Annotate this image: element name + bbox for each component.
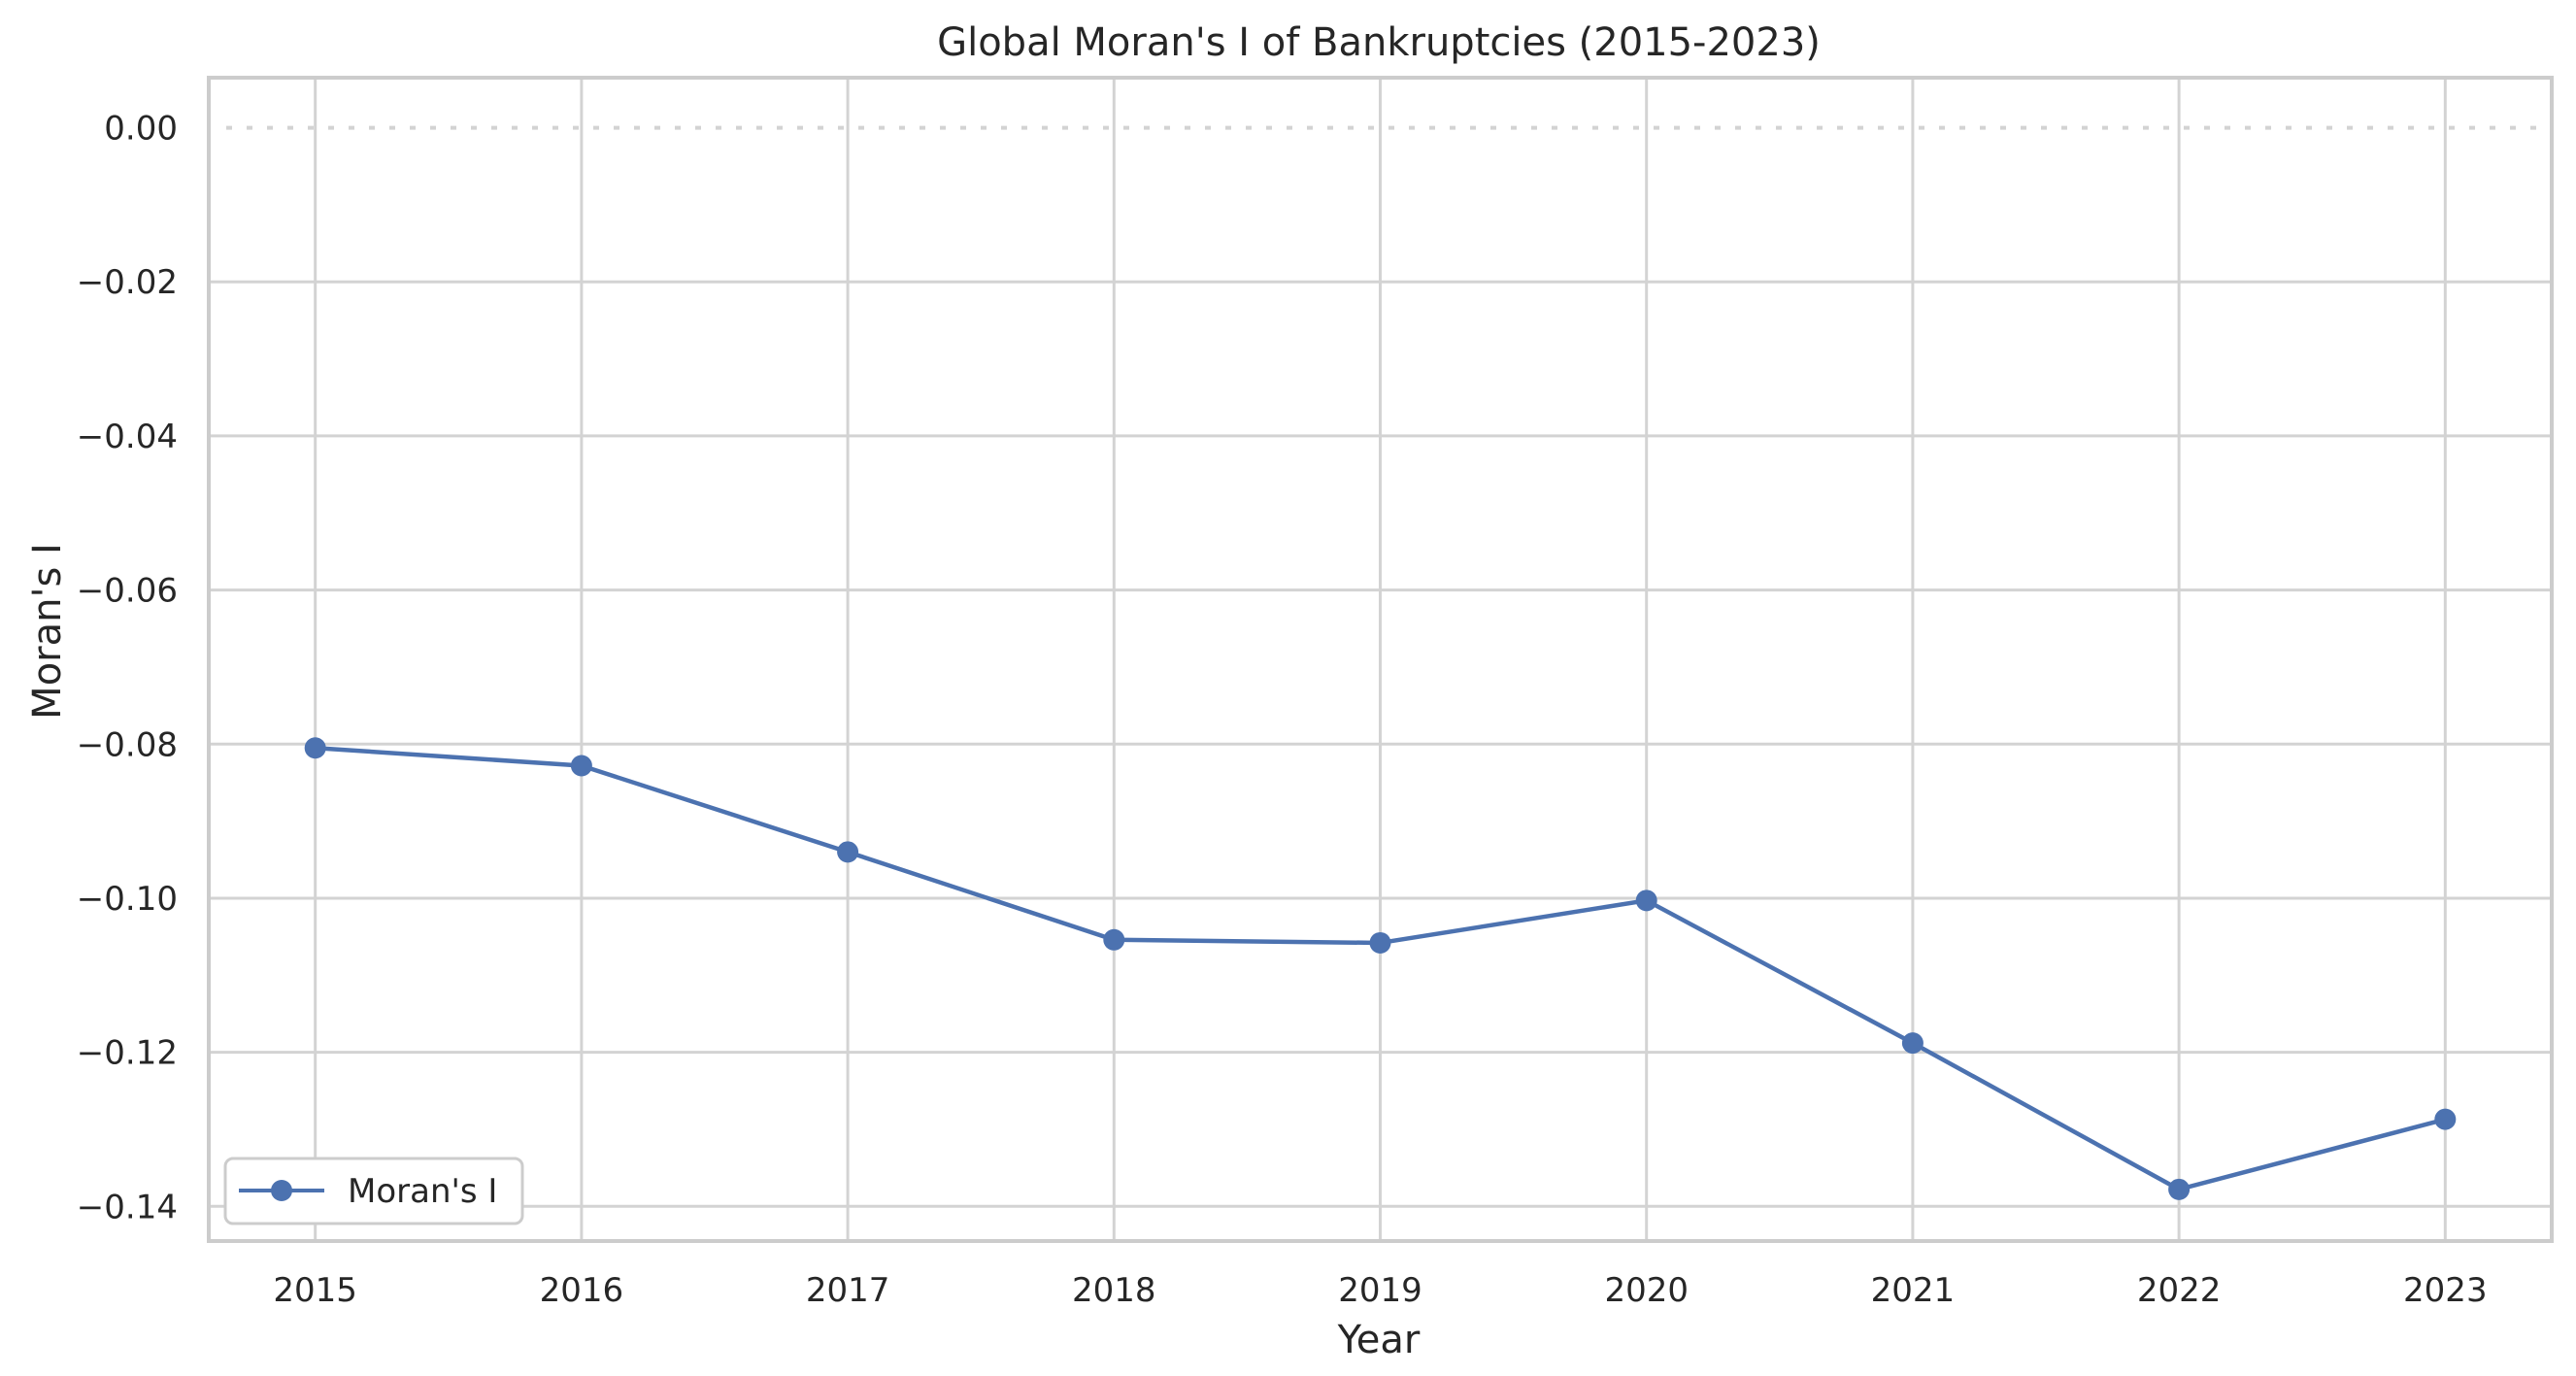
chart-title: Global Moran's I of Bankruptcies (2015-2…: [937, 20, 1821, 65]
data-point: [2434, 1108, 2457, 1130]
y-axis-ticks: 0.00 −0.02 −0.04 −0.06 −0.08 −0.10 −0.12 −0.14: [77, 110, 178, 1227]
x-tick-label: 2016: [540, 1271, 624, 1310]
series-layer: [304, 737, 2457, 1200]
y-tick-label: −0.04: [77, 418, 178, 456]
y-tick-label: −0.10: [77, 880, 178, 919]
y-tick-label: −0.06: [77, 572, 178, 611]
data-point: [2168, 1178, 2191, 1200]
y-axis-label: Moran's I: [25, 543, 70, 720]
y-tick-label: 0.00: [104, 110, 178, 149]
x-tick-label: 2021: [1871, 1271, 1956, 1310]
y-tick-label: −0.12: [77, 1034, 178, 1073]
data-point: [304, 737, 326, 759]
x-tick-label: 2015: [273, 1271, 357, 1310]
plot-frame: [207, 76, 2554, 1243]
y-tick-label: −0.14: [77, 1188, 178, 1226]
x-tick-label: 2023: [2403, 1271, 2488, 1310]
data-point: [570, 755, 592, 777]
legend: Moran's I: [223, 1157, 524, 1225]
data-point: [837, 841, 859, 863]
x-tick-label: 2019: [1338, 1271, 1422, 1310]
legend-label: Moran's I: [348, 1172, 497, 1211]
data-point: [1103, 928, 1125, 951]
x-axis-label: Year: [1337, 1318, 1421, 1362]
x-tick-label: 2017: [806, 1271, 890, 1310]
data-point: [1901, 1032, 1924, 1055]
data-point: [1369, 931, 1391, 954]
x-tick-label: 2022: [2137, 1271, 2222, 1310]
data-point: [1635, 889, 1657, 912]
y-tick-label: −0.02: [77, 263, 178, 302]
x-tick-label: 2020: [1604, 1271, 1689, 1310]
legend-box: [223, 1157, 524, 1225]
legend-dot-marker: [271, 1180, 292, 1201]
x-axis-ticks: 2015 2016 2017 2018 2019 2020 2021 2022 2023: [273, 1271, 2487, 1310]
gridlines: [209, 78, 2552, 1241]
y-tick-label: −0.08: [77, 725, 178, 764]
x-tick-label: 2018: [1072, 1271, 1156, 1310]
